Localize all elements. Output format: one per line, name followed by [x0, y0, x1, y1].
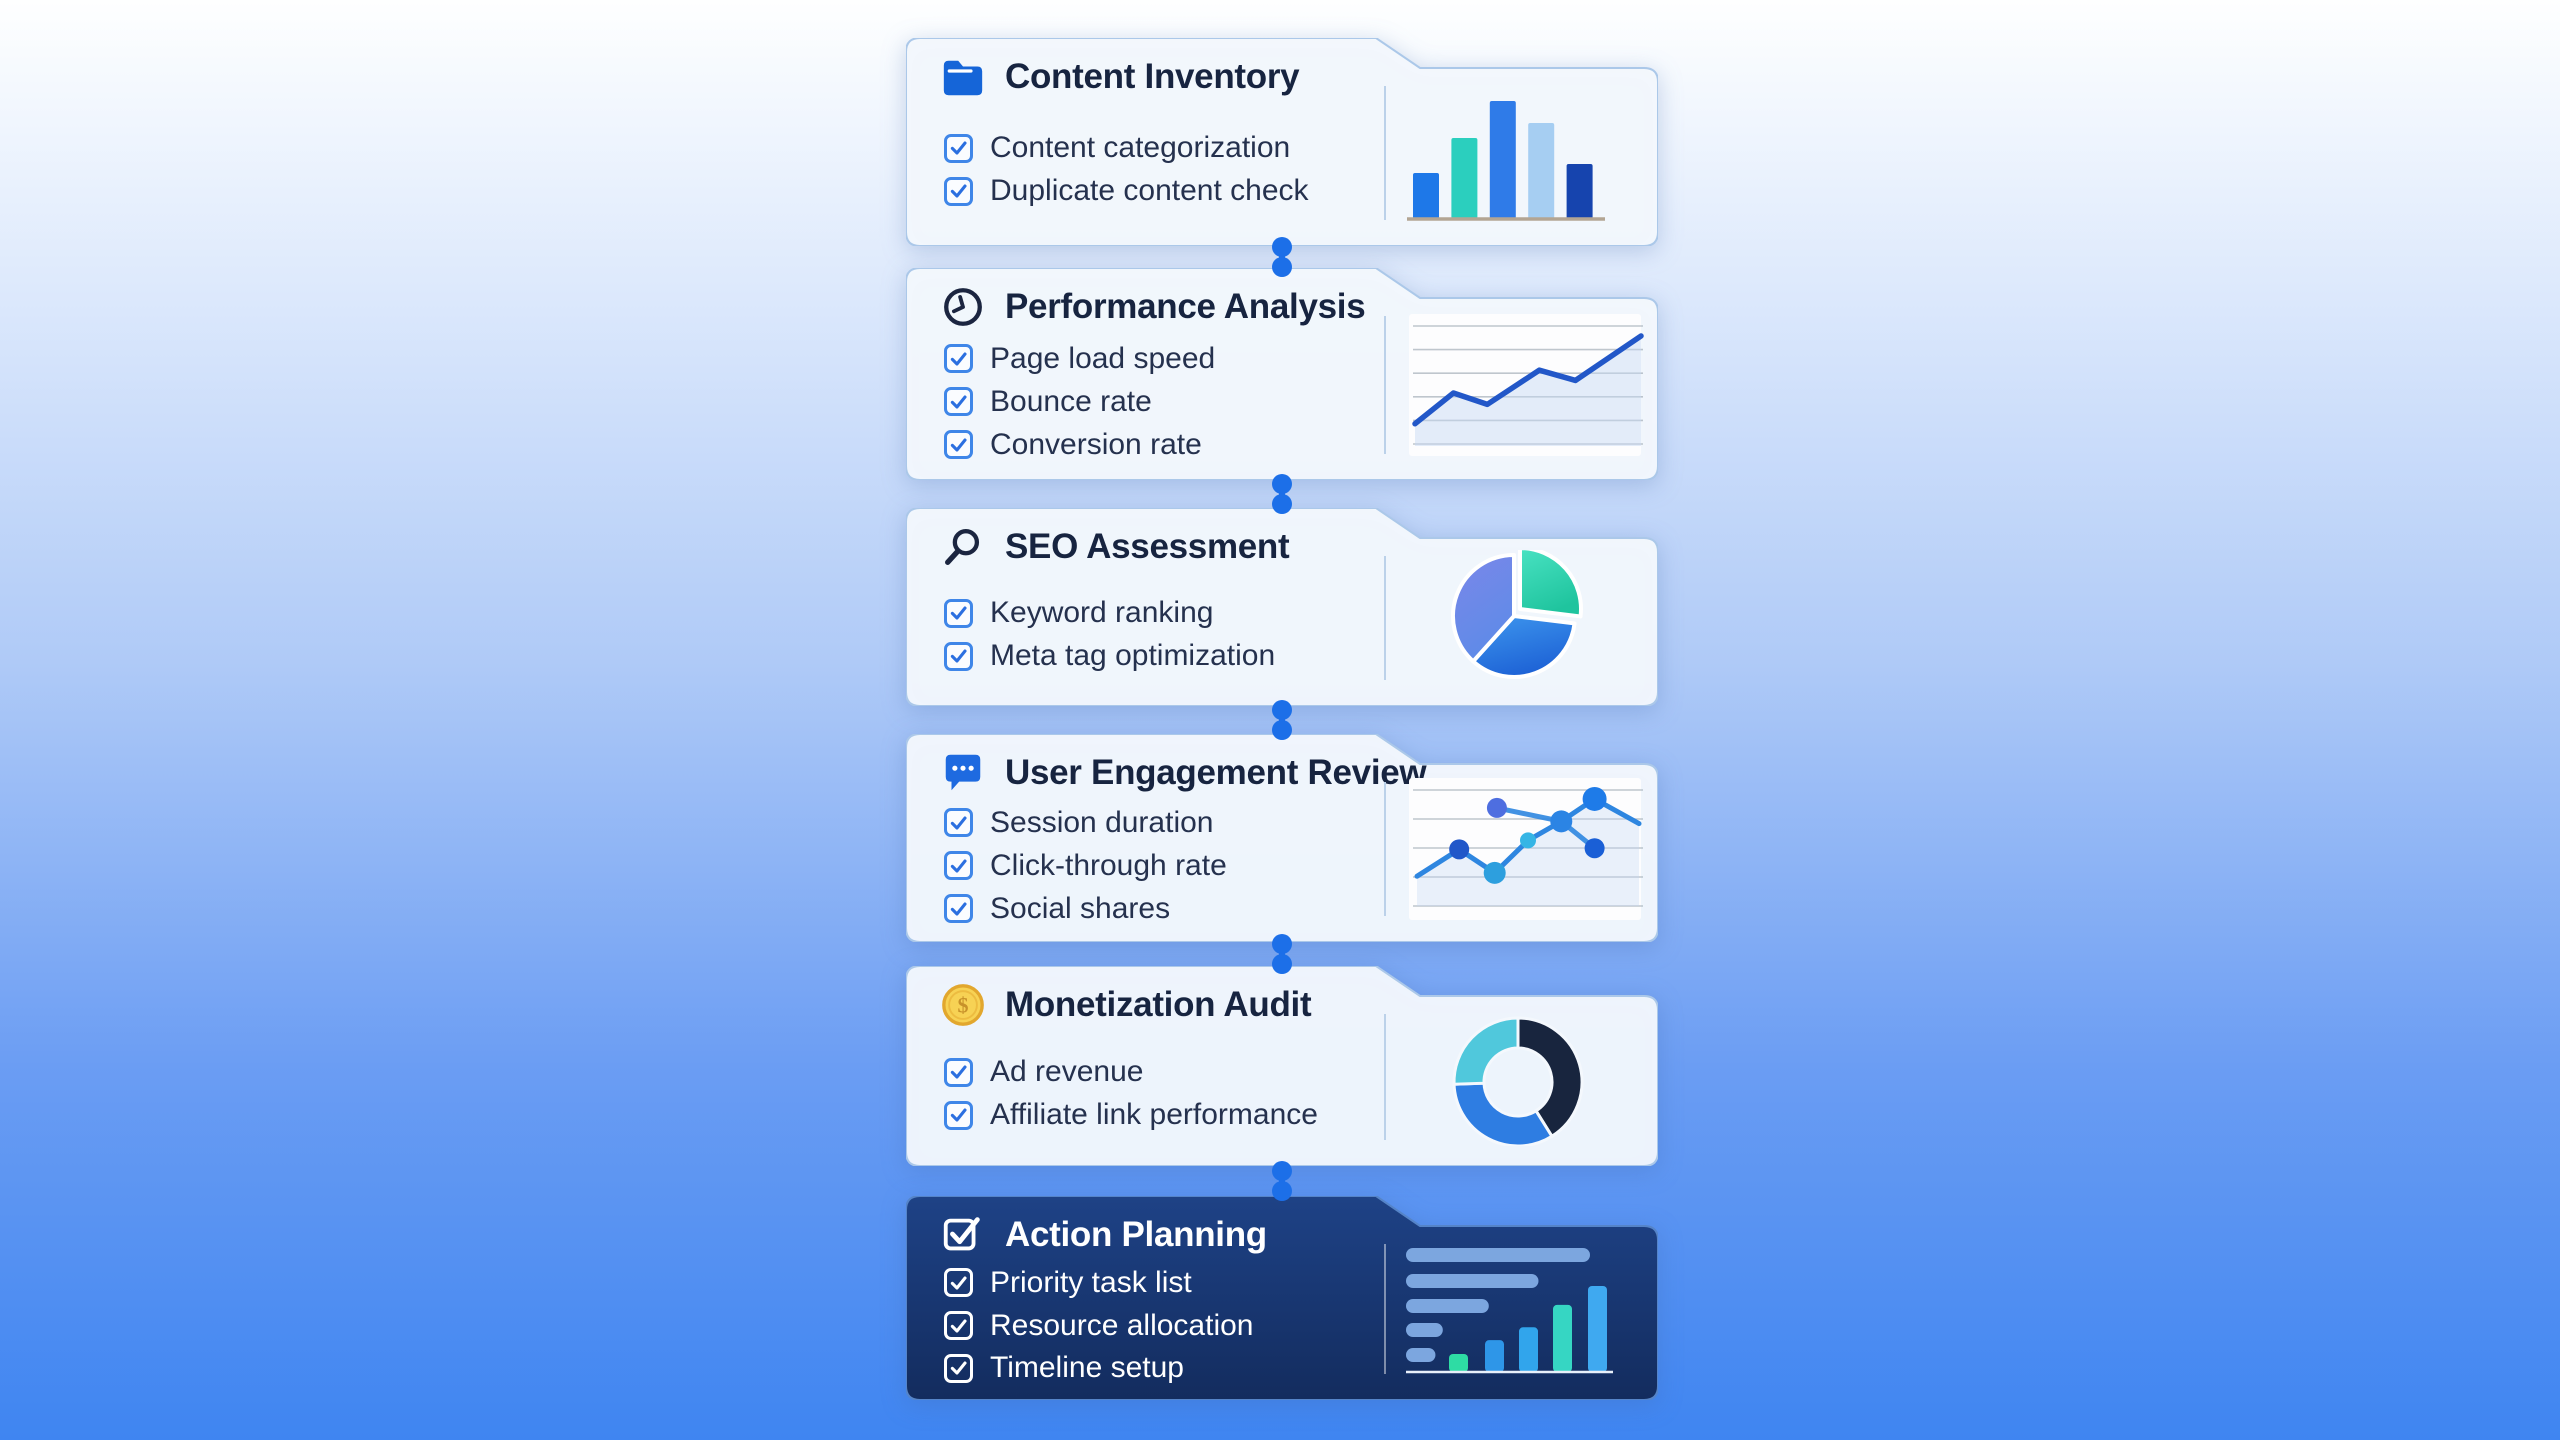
- checkbox-checked-icon[interactable]: [944, 894, 973, 923]
- checklist-item-label: Session duration: [990, 805, 1214, 839]
- card-header: User Engagement Review: [940, 749, 1427, 797]
- checklist-item-label: Duplicate content check: [990, 174, 1309, 207]
- flow-connector-dots: [1271, 1160, 1293, 1202]
- card-title: Performance Analysis: [1005, 287, 1366, 326]
- card-monetization-audit: $ Monetization Audit Ad revenue Affiliate…: [906, 966, 1658, 1166]
- checklist-item-label: Social shares: [990, 891, 1171, 925]
- checklist-item-label: Page load speed: [990, 341, 1216, 375]
- card-user-engagement-review: User Engagement Review Session duration C…: [906, 734, 1658, 942]
- checklist-item: Conversion rate: [944, 427, 1215, 463]
- checklist-item: Priority task list: [944, 1265, 1253, 1301]
- svg-text:$: $: [957, 993, 968, 1018]
- checklist-item: Duplicate content check: [944, 173, 1309, 209]
- checklist-item: Keyword ranking: [944, 595, 1275, 631]
- checklist-item: Social shares: [944, 891, 1227, 927]
- checkbox-checked-icon[interactable]: [944, 1268, 973, 1298]
- coin-icon: $: [940, 982, 986, 1028]
- checklist-item-label: Priority task list: [990, 1265, 1192, 1299]
- checklist-item-label: Conversion rate: [990, 427, 1202, 461]
- card-header: Content Inventory: [940, 53, 1300, 101]
- card-header: Performance Analysis: [940, 283, 1366, 331]
- search-icon: [940, 524, 986, 570]
- checkbox-checked-icon[interactable]: [944, 598, 973, 628]
- checkbox-checked-icon[interactable]: [944, 1100, 973, 1130]
- checklist-item-label: Content categorization: [990, 131, 1291, 164]
- checklist-item: Resource allocation: [944, 1308, 1253, 1344]
- checklist-item-label: Resource allocation: [990, 1308, 1254, 1342]
- checklist-item-label: Bounce rate: [990, 384, 1152, 418]
- checklist-item-label: Keyword ranking: [990, 596, 1214, 629]
- chart-dotline: [1401, 776, 1651, 922]
- card-title: Content Inventory: [1005, 57, 1300, 96]
- card-title: Monetization Audit: [1005, 985, 1312, 1024]
- card-seo-assessment: SEO Assessment Keyword ranking Meta tag o…: [906, 508, 1658, 706]
- checklist-item-label: Ad revenue: [990, 1055, 1144, 1088]
- card-action-planning: Action Planning Priority task list Resour…: [906, 1196, 1658, 1400]
- divider: [1384, 316, 1386, 454]
- card-content-inventory: Content Inventory Content categorization…: [906, 38, 1658, 246]
- card-header: $ Monetization Audit: [940, 981, 1312, 1029]
- card-title: Action Planning: [1005, 1215, 1267, 1254]
- chart-donut: [1401, 1008, 1651, 1146]
- checkbox-checked-icon[interactable]: [944, 344, 973, 373]
- flow-connector-dots: [1271, 473, 1293, 515]
- checklist-item: Session duration: [944, 805, 1227, 841]
- clock-icon: [940, 284, 986, 330]
- chart-line: [1401, 310, 1651, 460]
- checklist: Session duration Click-through rate Social…: [944, 803, 1227, 928]
- divider: [1384, 556, 1386, 680]
- checklist: Priority task list Resource allocation Tim…: [944, 1265, 1253, 1386]
- checklist-item: Click-through rate: [944, 848, 1227, 884]
- checkbox-checked-icon[interactable]: [944, 176, 973, 206]
- card-header: Action Planning: [940, 1211, 1267, 1259]
- checklist-item-label: Click-through rate: [990, 848, 1227, 882]
- checkbox-checked-icon[interactable]: [944, 641, 973, 671]
- divider: [1384, 1244, 1386, 1374]
- checklist-item: Timeline setup: [944, 1350, 1253, 1386]
- checkbox-checked-icon[interactable]: [944, 808, 973, 837]
- chart-dashboard: [1401, 1238, 1651, 1380]
- task-check-icon: [940, 1212, 986, 1258]
- checklist-item: Affiliate link performance: [944, 1097, 1318, 1133]
- card-header: SEO Assessment: [940, 523, 1290, 571]
- checklist-item: Bounce rate: [944, 384, 1215, 420]
- checkbox-checked-icon[interactable]: [944, 1353, 973, 1383]
- checkbox-checked-icon[interactable]: [944, 133, 973, 163]
- checklist-item: Content categorization: [944, 130, 1309, 166]
- checklist-item: Ad revenue: [944, 1054, 1318, 1090]
- checklist: Page load speed Bounce rate Conversion rat…: [944, 337, 1215, 466]
- flow-connector-dots: [1271, 933, 1293, 975]
- divider: [1384, 86, 1386, 220]
- checkbox-checked-icon[interactable]: [944, 851, 973, 880]
- checklist: Keyword ranking Meta tag optimization: [944, 577, 1275, 692]
- divider: [1384, 782, 1386, 916]
- card-performance-analysis: Performance Analysis Page load speed Boun…: [906, 268, 1658, 480]
- chart-bar: [1401, 80, 1651, 226]
- chart-pie: [1401, 550, 1651, 686]
- chat-icon: [940, 750, 986, 796]
- checklist-item-label: Timeline setup: [990, 1351, 1184, 1385]
- flow-connector-dots: [1271, 236, 1293, 278]
- folder-icon: [940, 54, 986, 100]
- checklist: Content categorization Duplicate content …: [944, 107, 1309, 232]
- checkbox-checked-icon[interactable]: [944, 430, 973, 459]
- checkbox-checked-icon[interactable]: [944, 387, 973, 416]
- checklist-item-label: Affiliate link performance: [990, 1098, 1318, 1131]
- checkbox-checked-icon[interactable]: [944, 1057, 973, 1087]
- card-title: SEO Assessment: [1005, 527, 1290, 566]
- checklist-item: Page load speed: [944, 341, 1215, 377]
- checklist: Ad revenue Affiliate link performance: [944, 1035, 1318, 1152]
- checklist-item-label: Meta tag optimization: [990, 639, 1276, 672]
- checklist-item: Meta tag optimization: [944, 638, 1275, 674]
- card-title: User Engagement Review: [1005, 753, 1427, 792]
- divider: [1384, 1014, 1386, 1140]
- flow-connector-dots: [1271, 699, 1293, 741]
- checkbox-checked-icon[interactable]: [944, 1311, 973, 1340]
